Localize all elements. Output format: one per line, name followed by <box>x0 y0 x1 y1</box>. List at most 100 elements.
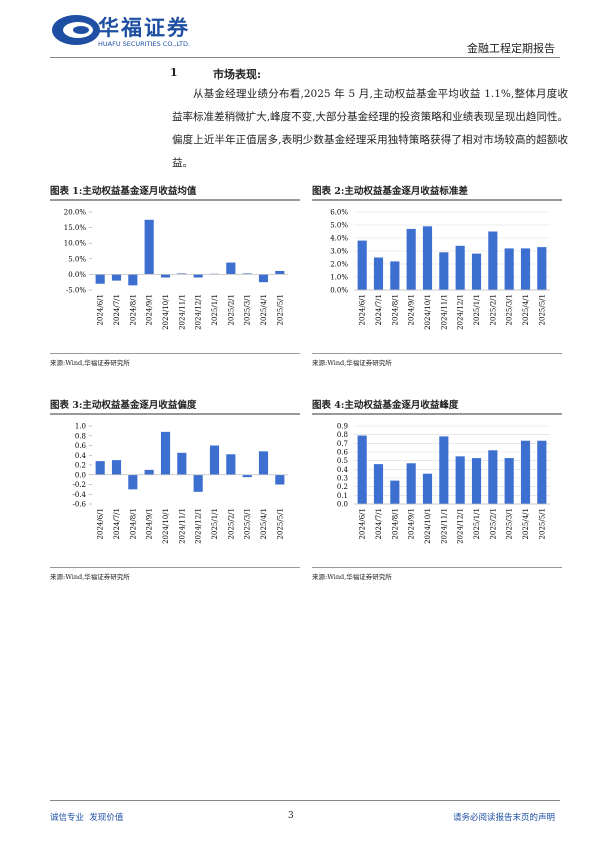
source-rule <box>50 353 300 354</box>
x-tick-label: 2024/8/1 <box>391 508 399 539</box>
y-tick-label: 0.6 <box>337 449 349 457</box>
y-tick-label: -5.0% <box>66 287 86 295</box>
chart-title: 图表 2:主动权益基金逐月收益标准差 <box>312 186 468 197</box>
x-tick-label: 2025/5/1 <box>538 508 546 539</box>
x-tick-label: 2024/7/1 <box>375 294 383 325</box>
x-tick-label: 2025/1/1 <box>473 508 481 539</box>
y-tick-label: 0.6 <box>75 442 87 450</box>
chart: 0.00.10.20.30.40.50.60.70.80.9 2024/6/1 20… <box>337 423 550 544</box>
section-number: 1 <box>170 66 178 79</box>
chart-source: 来源:Wind,华福证券研究所 <box>312 573 392 581</box>
bar <box>193 274 203 278</box>
bar <box>504 458 514 504</box>
y-tick-label: 0.9 <box>337 423 348 431</box>
x-tick-label: 2025/4/1 <box>522 294 530 325</box>
bar <box>488 231 498 290</box>
chart-source: 来源:Wind,华福证券研究所 <box>50 573 130 581</box>
x-tick-label: 2025/2/1 <box>227 294 235 325</box>
bar <box>455 456 465 504</box>
y-tick-label: 10.0% <box>64 240 87 248</box>
x-tick-label: 2025/5/1 <box>538 294 546 325</box>
x-tick-label: 2024/8/1 <box>391 294 399 325</box>
bar <box>520 440 531 504</box>
x-tick-label: 2024/9/1 <box>408 294 416 325</box>
title-rule <box>312 413 562 415</box>
y-tick-label: 0.0 <box>337 501 348 509</box>
x-tick-label: 2025/1/1 <box>473 294 481 325</box>
bar <box>406 463 416 504</box>
bar <box>439 436 449 504</box>
x-tick-label: 2025/2/1 <box>489 508 497 539</box>
x-tick-label: 2025/5/1 <box>276 508 284 539</box>
paragraph: 从基金经理业绩分布看,2025 年 5 月,主动权益基金平均收益 1.1%,整体… <box>172 88 568 169</box>
x-tick-label: 2024/7/1 <box>113 294 121 325</box>
y-tick-label: 15.0% <box>64 224 87 232</box>
bar <box>128 474 138 490</box>
chart: -5.0% 0.0% 5.0% 10.0% 15.0% 20.0% 2024/6/1 2024… <box>64 209 288 330</box>
bar <box>242 273 252 275</box>
source-rule <box>312 353 562 354</box>
x-tick-label: 2024/10/1 <box>162 508 170 544</box>
x-tick-label: 2025/4/1 <box>522 508 530 539</box>
y-tick-label: -0.4 <box>73 491 87 499</box>
y-tick-label: 2.0% <box>330 261 348 269</box>
bar <box>209 445 220 475</box>
x-tick-label: 2024/10/1 <box>162 294 170 330</box>
x-tick-label: 2024/9/1 <box>146 508 154 539</box>
bar <box>357 435 367 504</box>
y-tick-label: 0.5 <box>337 457 348 465</box>
x-tick-label: 2024/12/1 <box>457 294 465 330</box>
bar <box>144 219 154 275</box>
x-tick-label: 2024/12/1 <box>457 508 465 544</box>
x-tick-label: 2024/11/1 <box>440 294 448 330</box>
report-type: 金融工程定期报告 <box>467 42 555 55</box>
x-tick-label: 2024/6/1 <box>97 508 105 539</box>
bar <box>95 274 105 284</box>
logo-en: HUAFU SECURITIES CO.,LTD. <box>98 40 191 48</box>
bar <box>373 464 384 504</box>
bar <box>177 273 187 275</box>
y-tick-label: 0.0% <box>68 271 86 279</box>
x-tick-label: 2024/8/1 <box>129 294 137 325</box>
y-tick-label: 5.0% <box>330 222 348 230</box>
bar <box>128 274 138 286</box>
bar <box>357 240 367 290</box>
bar <box>111 274 122 281</box>
chart-title: 图表 1:主动权益基金逐月收益均值 <box>50 186 197 197</box>
bar <box>193 474 203 492</box>
logo-mark <box>52 15 100 45</box>
x-tick-label: 2024/6/1 <box>97 294 105 325</box>
y-tick-label: 1.0 <box>75 423 86 431</box>
bar <box>258 451 269 475</box>
bar <box>160 274 171 278</box>
x-tick-label: 2024/6/1 <box>359 294 367 325</box>
y-tick-label: 0.7 <box>337 440 348 448</box>
bar <box>406 228 416 290</box>
x-tick-label: 2025/5/1 <box>276 294 284 325</box>
section-title: 市场表现: <box>213 68 262 81</box>
title-rule <box>50 413 300 415</box>
y-tick-label: 3.0% <box>330 248 348 256</box>
x-tick-label: 2025/1/1 <box>211 294 219 325</box>
source-rule <box>50 567 300 568</box>
logo-cn: 华福证券 <box>98 15 190 40</box>
bar <box>520 248 531 290</box>
x-tick-label: 2024/12/1 <box>195 508 203 544</box>
y-tick-label: 0.8 <box>75 432 86 440</box>
chart-title: 图表 3:主动权益基金逐月收益偏度 <box>50 400 197 411</box>
chart: 0.0% 1.0% 2.0% 3.0% 4.0% 5.0% 6.0% 2024/6/1 2024… <box>330 209 550 330</box>
bar <box>471 458 482 504</box>
chart-title: 图表 4:主动权益基金逐月收益峰度 <box>312 400 459 411</box>
title-rule <box>50 199 300 201</box>
y-tick-label: 0.4 <box>337 466 349 474</box>
x-tick-label: 2024/7/1 <box>113 508 121 539</box>
y-tick-label: 0.1 <box>337 492 348 500</box>
bar <box>537 247 547 290</box>
y-tick-label: 0.2 <box>75 462 86 470</box>
bar <box>95 461 105 475</box>
bar <box>390 480 400 504</box>
page-number: 3 <box>288 811 294 821</box>
y-tick-label: 4.0% <box>330 235 348 243</box>
bar <box>242 474 252 478</box>
x-tick-label: 2024/11/1 <box>440 508 448 544</box>
